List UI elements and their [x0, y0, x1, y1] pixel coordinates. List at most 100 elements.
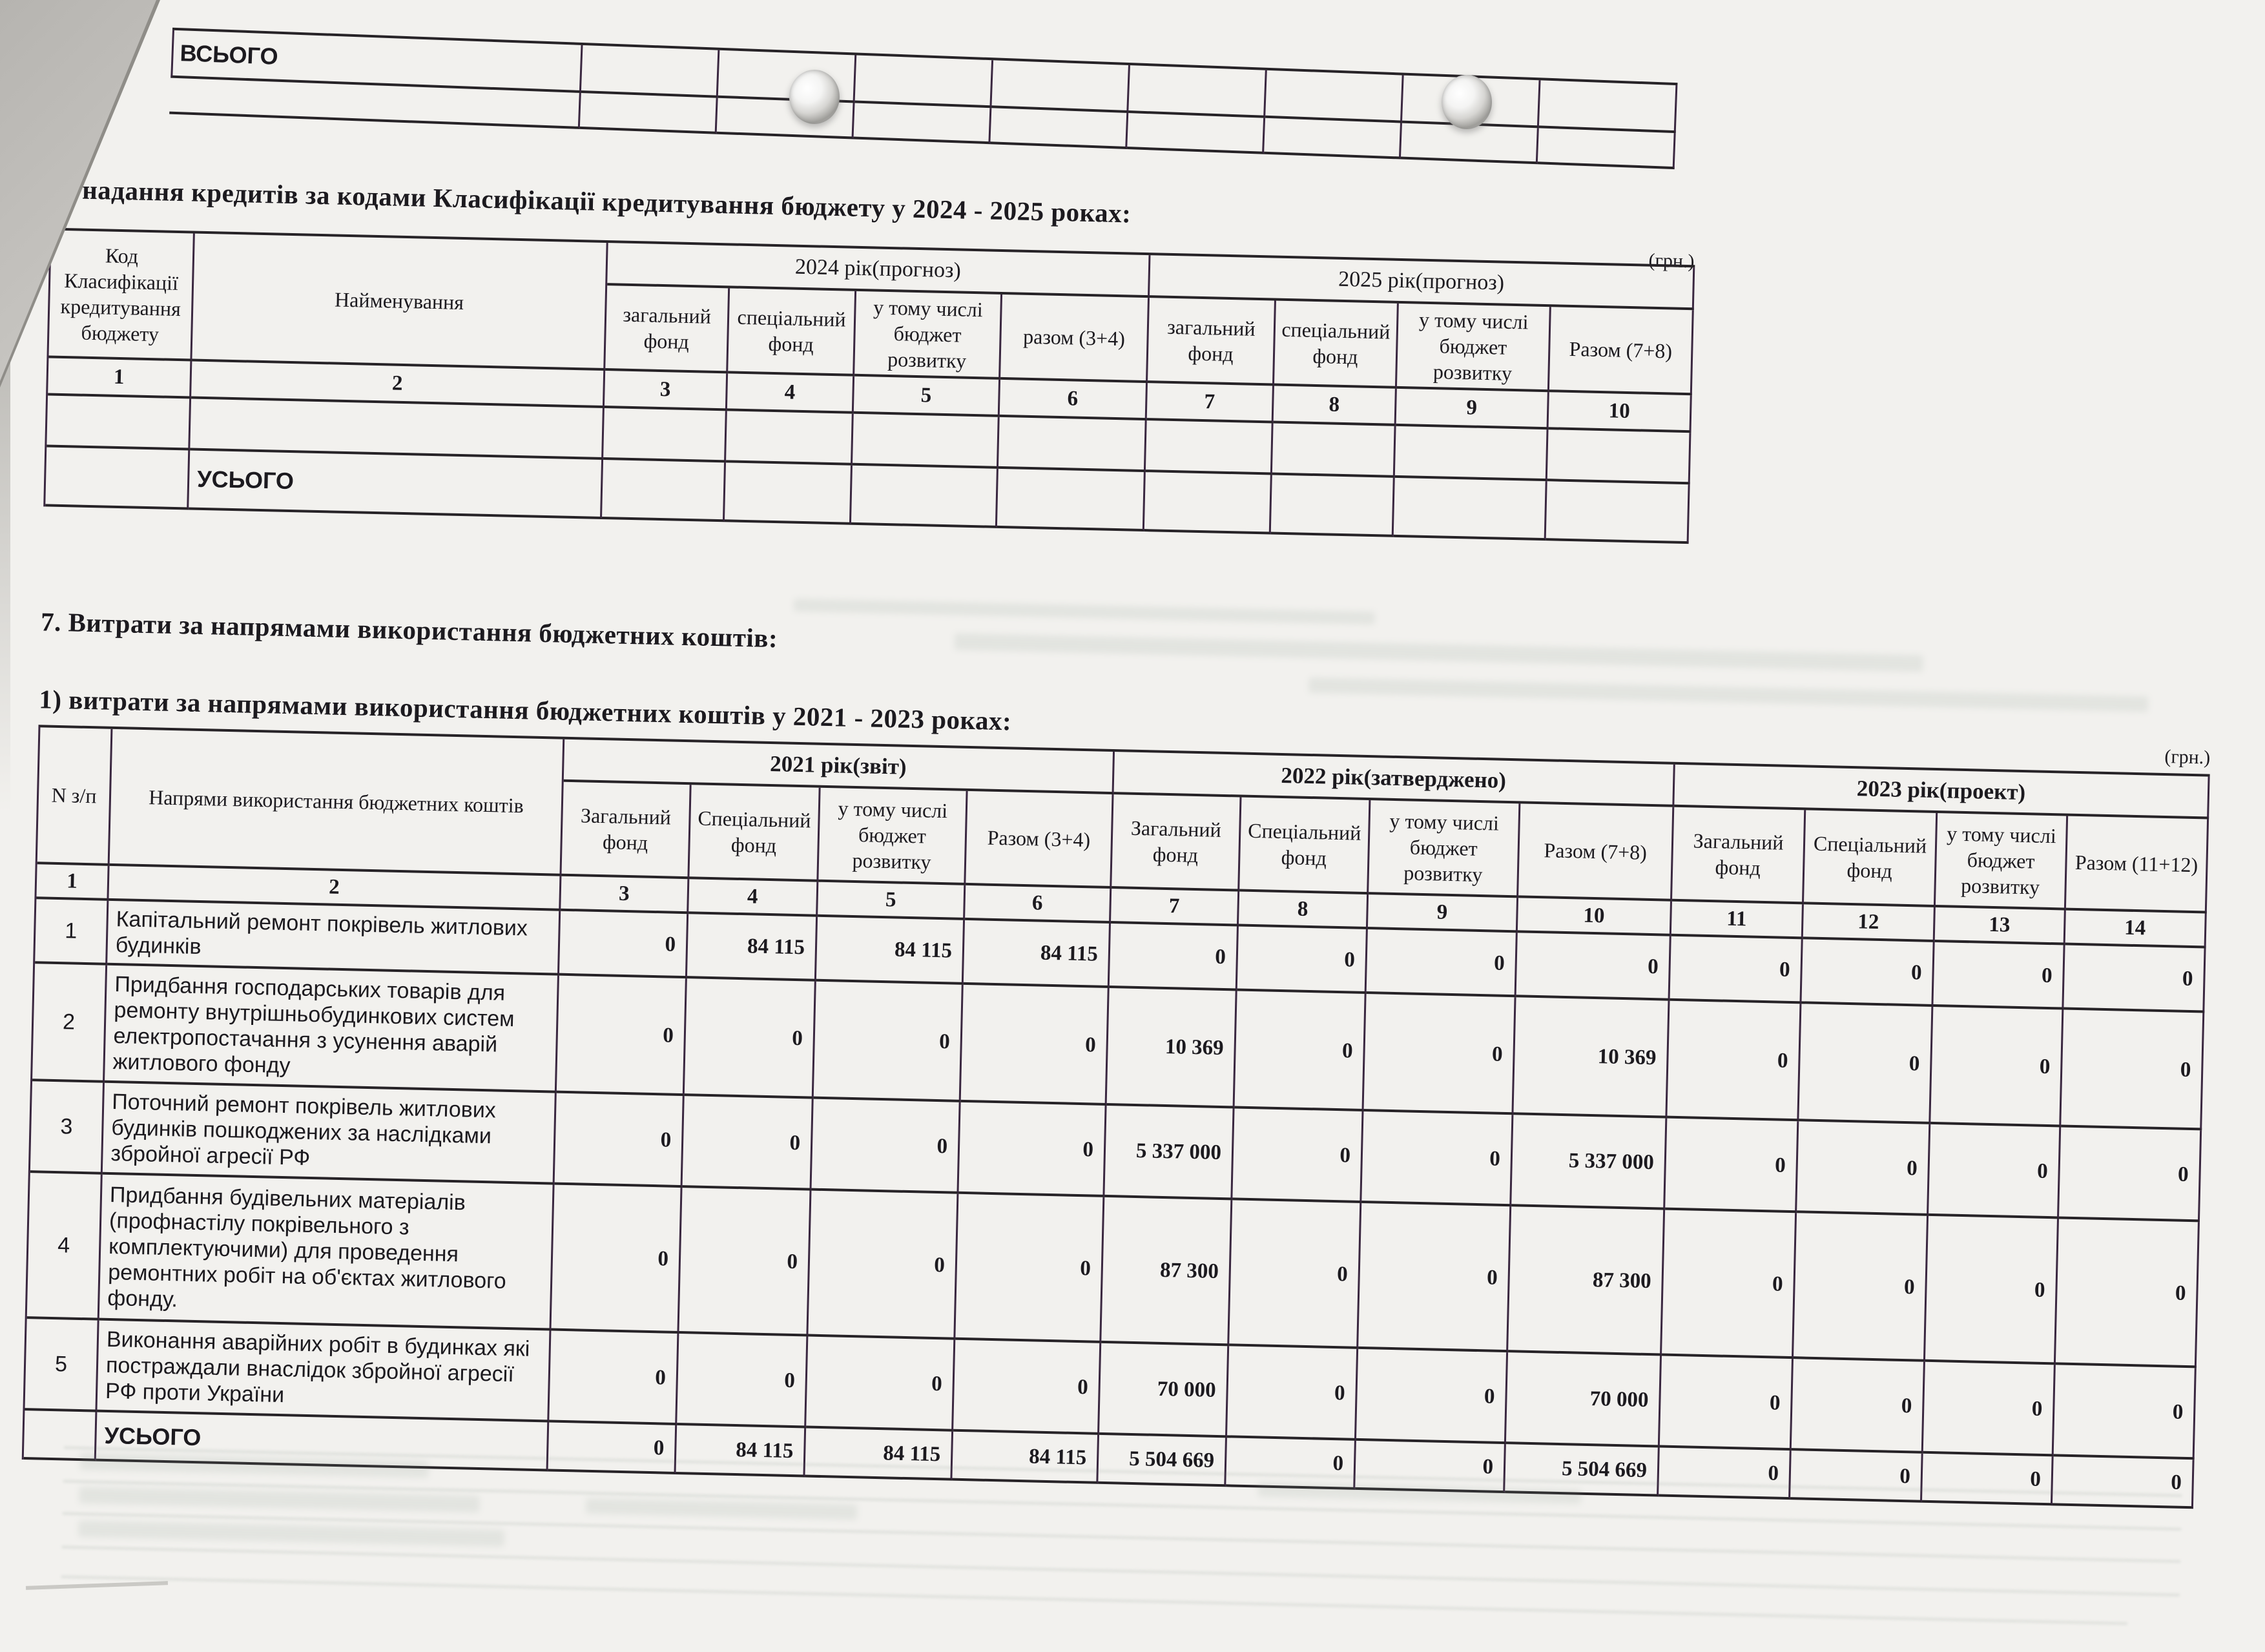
empty-cell — [1546, 481, 1690, 544]
value-cell: 0 — [554, 1093, 685, 1188]
value-cell — [1538, 80, 1678, 134]
col-header: Разом (11+12) — [2065, 816, 2209, 914]
column-number: 13 — [1934, 907, 2066, 945]
col-header: Загальний фонд — [1112, 794, 1242, 892]
value-cell: 0 — [1791, 1359, 1925, 1454]
value-cell: 0 — [551, 1184, 683, 1334]
row-description: Виконання аварійних робіт в будинках які… — [97, 1320, 552, 1423]
value-cell: 5 504 669 — [1098, 1435, 1227, 1487]
column-number: 6 — [999, 379, 1148, 421]
value-cell — [1128, 65, 1267, 118]
credit-classification-table: Код Класифікації кредитування бюджету На… — [43, 227, 1695, 544]
column-number: 5 — [853, 376, 1001, 417]
empty-cell — [1264, 118, 1402, 160]
value-cell: 0 — [2063, 945, 2206, 1013]
column-number: 4 — [688, 879, 819, 917]
col-header: спеціальний фонд — [728, 288, 857, 377]
value-cell — [1265, 70, 1404, 123]
value-cell: 0 — [1801, 939, 1935, 1007]
empty-cell — [1393, 477, 1547, 541]
column-number: 1 — [48, 358, 192, 399]
col-header: Разом (7+8) — [1549, 307, 1694, 396]
row-description: Придбання господарських товарів для ремо… — [104, 965, 559, 1093]
value-cell: 0 — [2061, 1009, 2205, 1131]
row-number: 5 — [25, 1319, 99, 1412]
value-cell: 0 — [1930, 1007, 2064, 1128]
value-cell — [854, 55, 994, 108]
col-header: у тому числі бюджет розвитку — [854, 291, 1003, 380]
value-cell: 0 — [1797, 1121, 1931, 1217]
value-cell: 84 115 — [816, 916, 966, 986]
value-cell: 0 — [1925, 1216, 2060, 1365]
col-header-name: Найменування — [192, 233, 608, 371]
empty-cell — [1394, 426, 1549, 482]
value-cell: 84 115 — [687, 914, 818, 982]
value-cell: 0 — [811, 1099, 961, 1195]
col-header: Разом (7+8) — [1518, 803, 1675, 902]
empty-cell — [852, 413, 1000, 469]
value-cell: 0 — [1667, 1000, 1802, 1122]
column-number: 12 — [1803, 904, 1936, 942]
value-cell: 0 — [1799, 1004, 1934, 1125]
value-cell: 0 — [1921, 1453, 2054, 1506]
value-cell: 0 — [677, 1334, 809, 1429]
row-description: Придбання будівельних матеріалів (профна… — [99, 1174, 555, 1331]
col-header: разом (3+4) — [1000, 294, 1150, 384]
value-cell: 0 — [1109, 924, 1239, 991]
column-number: 8 — [1238, 891, 1369, 930]
value-cell: 0 — [1366, 929, 1518, 998]
empty-cell — [724, 462, 853, 525]
value-cell: 0 — [1933, 942, 2065, 1010]
empty-cell — [1144, 472, 1272, 535]
value-cell: 0 — [1665, 1118, 1799, 1213]
value-cell: 0 — [808, 1190, 959, 1340]
column-number: 3 — [561, 876, 690, 914]
currency-units-label: (грн.) — [2164, 745, 2211, 769]
bleed-through-smudge — [954, 633, 1923, 672]
value-cell: 0 — [1226, 1346, 1359, 1441]
empty-cell — [998, 417, 1147, 473]
value-cell: 0 — [556, 975, 687, 1097]
bleed-through-smudge — [793, 598, 1376, 625]
column-number: 9 — [1367, 894, 1519, 933]
empty-cell — [853, 103, 992, 145]
col-header-code: Код Класифікації кредитування бюджету — [48, 230, 195, 362]
col-header: Спеціальний фонд — [1239, 797, 1371, 895]
page-left-edge-shadow — [0, 362, 10, 814]
column-number: 10 — [1548, 392, 1692, 433]
value-cell: 0 — [1793, 1213, 1929, 1363]
value-cell: 0 — [1232, 1108, 1364, 1204]
empty-cell — [990, 108, 1129, 149]
value-cell: 0 — [1358, 1203, 1512, 1353]
value-cell: 0 — [1659, 1356, 1794, 1451]
column-number: 5 — [818, 882, 966, 920]
value-cell: 70 000 — [1505, 1352, 1662, 1448]
value-cell: 0 — [1670, 936, 1803, 1004]
row-number: 1 — [35, 899, 109, 966]
col-header-direction: Напрями використання бюджетних коштів — [109, 728, 565, 876]
value-cell: 0 — [1229, 1200, 1362, 1350]
col-header: загальний фонд — [1148, 298, 1276, 386]
value-cell: 0 — [1226, 1438, 1356, 1491]
binder-hole — [1442, 75, 1492, 129]
value-cell: 0 — [1923, 1362, 2056, 1457]
value-cell: 0 — [960, 985, 1110, 1106]
value-cell — [581, 45, 720, 98]
col-header: у тому числі бюджет розвитку — [1396, 303, 1551, 393]
value-cell: 0 — [1790, 1451, 1923, 1503]
empty-cell — [997, 468, 1146, 532]
value-cell: 0 — [1659, 1447, 1792, 1500]
empty-cell — [851, 465, 998, 528]
section4-heading: 4) надання кредитів за кодами Класифікац… — [52, 174, 1132, 229]
value-cell: 87 300 — [1101, 1197, 1233, 1347]
value-cell: 0 — [679, 1188, 812, 1337]
value-cell: 0 — [549, 1330, 679, 1426]
value-cell: 84 115 — [805, 1428, 954, 1481]
expense-directions-table: N з/п Напрями використання бюджетних кош… — [21, 725, 2210, 1509]
column-number: 6 — [965, 885, 1112, 924]
col-header: у тому числі бюджет розвитку — [818, 787, 968, 885]
value-cell: 0 — [953, 1339, 1102, 1436]
binder-hole — [789, 70, 840, 124]
empty-cell — [579, 92, 718, 134]
value-cell: 0 — [684, 978, 816, 1099]
